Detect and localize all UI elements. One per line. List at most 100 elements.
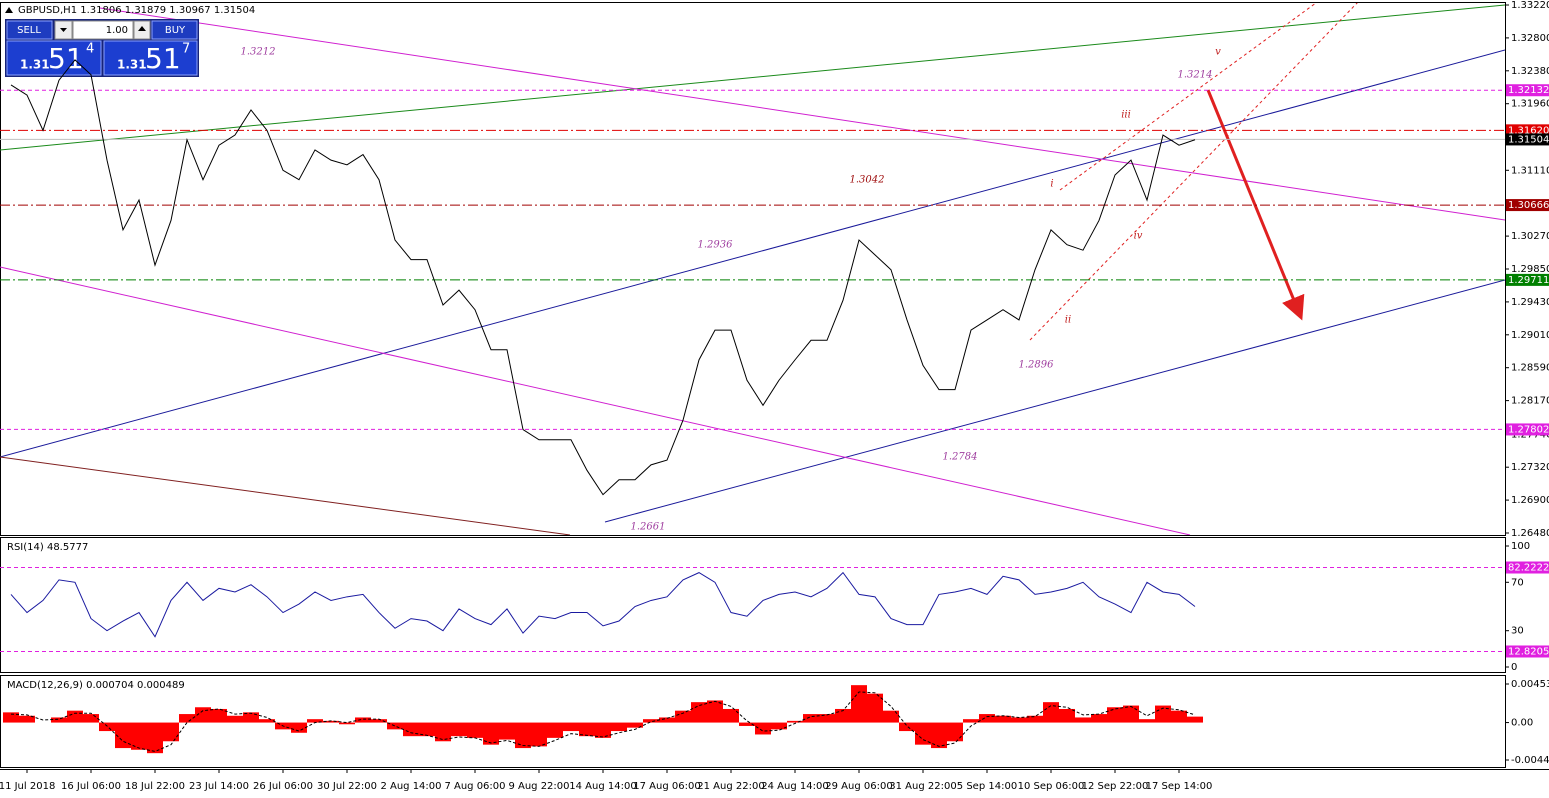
- level-box: [1506, 645, 1549, 658]
- annotation: 1.3212: [241, 47, 276, 58]
- wave-label: v: [1215, 47, 1221, 58]
- histogram-bar: [691, 702, 707, 723]
- buy-label[interactable]: BUY: [165, 25, 186, 36]
- histogram-bar: [611, 722, 627, 732]
- level-box: [1506, 199, 1549, 212]
- level-label: 1.27802: [1508, 424, 1549, 435]
- channel-line: [0, 49, 1505, 458]
- histogram-bar: [867, 693, 883, 723]
- level-box: [1506, 133, 1549, 146]
- histogram-bar: [355, 717, 371, 723]
- bid-pips[interactable]: 51: [48, 42, 84, 75]
- y-tick-label: 1.32800: [1511, 33, 1549, 44]
- histogram-bar: [963, 719, 979, 723]
- wave-channel: [1029, 3, 1358, 341]
- histogram-bar: [419, 722, 435, 737]
- histogram-bar: [723, 708, 739, 723]
- buy-button[interactable]: [151, 20, 198, 40]
- x-tick-label: 11 Jul 2018: [0, 781, 55, 792]
- price-line: [10, 571, 1196, 638]
- collapse-icon[interactable]: [5, 7, 13, 13]
- histogram-bar: [707, 700, 723, 723]
- y-tick-label: 1.31960: [1511, 99, 1549, 110]
- histogram-bar: [1011, 717, 1027, 723]
- channel-line: [99, 7, 1505, 221]
- sell-button[interactable]: [6, 20, 53, 40]
- histogram-bar: [339, 722, 355, 725]
- histogram-bar: [819, 714, 835, 723]
- y-tick-label: 1.27320: [1511, 462, 1549, 473]
- histogram-bar: [227, 715, 243, 723]
- ask-point[interactable]: 7: [182, 42, 190, 57]
- ask-pips[interactable]: 51: [145, 42, 181, 75]
- trendlines: [0, 3, 1505, 535]
- sell-label[interactable]: SELL: [17, 25, 41, 36]
- x-tick-label: 23 Jul 14:00: [189, 781, 249, 792]
- histogram-bar: [3, 712, 19, 723]
- histogram-bar: [1123, 705, 1139, 723]
- histogram-bar: [515, 722, 531, 749]
- bid-point[interactable]: 4: [86, 42, 94, 57]
- y-tick-label: 1.26480: [1511, 528, 1549, 539]
- histogram-bar: [323, 720, 339, 723]
- histogram-bar: [307, 719, 323, 723]
- trendline: [0, 456, 571, 535]
- annotation: 1.2784: [943, 452, 978, 463]
- level-label: 1.31620: [1508, 125, 1549, 136]
- pane-2: [3, 685, 1203, 754]
- histogram-bar: [1043, 702, 1059, 723]
- forecast-arrow: [1206, 89, 1305, 321]
- histogram-bar: [851, 685, 867, 723]
- level-label: 1.32132: [1508, 85, 1549, 96]
- histogram-bar: [931, 722, 947, 749]
- histogram-bar: [371, 719, 387, 723]
- x-tick-label: 26 Jul 06:00: [253, 781, 313, 792]
- y-tick-label: 1.28170: [1511, 396, 1549, 407]
- x-tick-label: 17 Sep 14:00: [1146, 781, 1213, 792]
- histogram-bar: [499, 722, 515, 740]
- macd-title: MACD(12,26,9) 0.000704 0.000489: [7, 680, 185, 691]
- ask-box[interactable]: [103, 40, 198, 76]
- dropdown-arrow[interactable]: [60, 28, 67, 32]
- histogram-bar: [1027, 715, 1043, 723]
- histogram-bar: [547, 722, 563, 738]
- x-tick-label: 24 Aug 14:00: [761, 781, 828, 792]
- pane-frames: [0, 2, 1549, 770]
- x-tick-label: 7 Aug 06:00: [444, 781, 505, 792]
- annotation: 1.3042: [850, 175, 885, 186]
- histogram-bar: [1107, 707, 1123, 723]
- x-tick-label: 30 Jul 22:00: [317, 781, 377, 792]
- y-tick-label: 1.32380: [1511, 66, 1549, 77]
- trendline: [0, 4, 1505, 151]
- y-tick-label: 1.31110: [1511, 165, 1549, 176]
- histogram-bar: [659, 717, 675, 723]
- histogram-bar: [83, 714, 99, 723]
- level-label: 82.2222: [1508, 563, 1549, 574]
- lot-value[interactable]: 1.00: [106, 25, 128, 36]
- level-box: [1506, 124, 1549, 137]
- y-tick-label: 100: [1511, 541, 1530, 552]
- spinner-arrow[interactable]: [138, 26, 146, 31]
- level-label: 12.8205: [1508, 646, 1549, 657]
- histogram-bar: [435, 722, 451, 742]
- y-tick-label: 70: [1511, 577, 1524, 588]
- histogram-bar: [131, 722, 147, 750]
- y-tick-label: 1.29010: [1511, 330, 1549, 341]
- y-tick-label: 1.26900: [1511, 495, 1549, 506]
- histogram-bar: [1171, 710, 1187, 723]
- y-tick-label: 0: [1511, 662, 1517, 673]
- trade-panel: SELL 1.00 BUY 1.31 51 4 1.31 51 7: [5, 19, 199, 77]
- histogram-bar: [211, 708, 227, 723]
- histogram-bar: [787, 720, 803, 723]
- ask-big[interactable]: 1.31: [117, 58, 147, 72]
- lot-input[interactable]: [72, 20, 134, 40]
- bid-big[interactable]: 1.31: [20, 58, 50, 72]
- x-tick-label: 5 Sep 14:00: [957, 781, 1017, 792]
- histogram-bar: [531, 722, 547, 747]
- histogram-bar: [387, 722, 403, 730]
- histogram-bar: [899, 722, 915, 732]
- x-tick-label: 18 Jul 22:00: [125, 781, 185, 792]
- histogram-bar: [99, 722, 115, 732]
